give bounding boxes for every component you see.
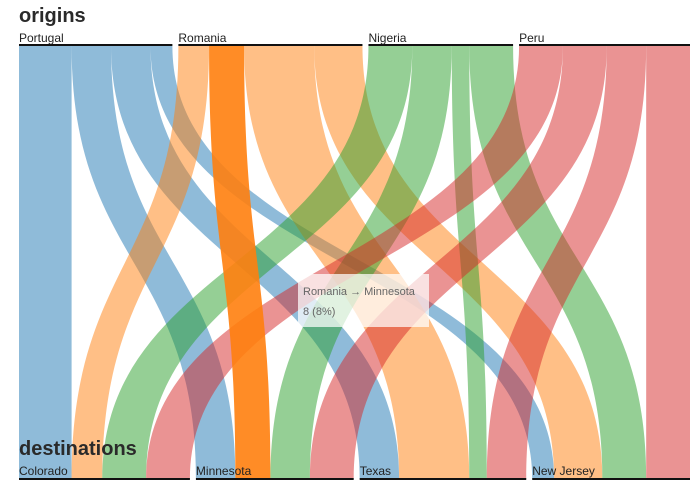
nodes: Portugal Romania Nigeria Peru Colorado Minnes… xyxy=(19,31,690,480)
node-label-peru: Peru xyxy=(519,31,544,45)
flow-romania-to-minnesota[interactable] xyxy=(209,46,271,479)
flow-peru-to-texas[interactable] xyxy=(486,46,647,479)
node-label-new-jersey: New Jersey xyxy=(532,464,595,478)
node-label-portugal: Portugal xyxy=(19,31,64,45)
node-label-colorado: Colorado xyxy=(19,464,68,478)
node-label-minnesota: Minnesota xyxy=(196,464,252,478)
flow-portugal-to-colorado[interactable] xyxy=(19,46,72,479)
flow-peru-to-new-jersey[interactable] xyxy=(646,46,690,479)
flow-links xyxy=(19,46,690,479)
node-label-texas: Texas xyxy=(360,464,391,478)
flow-romania-to-colorado[interactable] xyxy=(71,46,210,479)
flow-peru-to-minnesota[interactable] xyxy=(309,46,607,479)
origins-heading: origins xyxy=(19,5,86,27)
tooltip-value: 8 (8%) xyxy=(303,306,336,318)
flow-tooltip: Romania → Minnesota 8 (8%) xyxy=(298,274,429,327)
node-label-romania: Romania xyxy=(178,31,226,45)
node-label-nigeria: Nigeria xyxy=(368,31,406,45)
destinations-heading: destinations xyxy=(19,438,137,460)
flow-peru-to-colorado[interactable] xyxy=(146,46,563,479)
tooltip-title: Romania → Minnesota xyxy=(303,286,415,298)
